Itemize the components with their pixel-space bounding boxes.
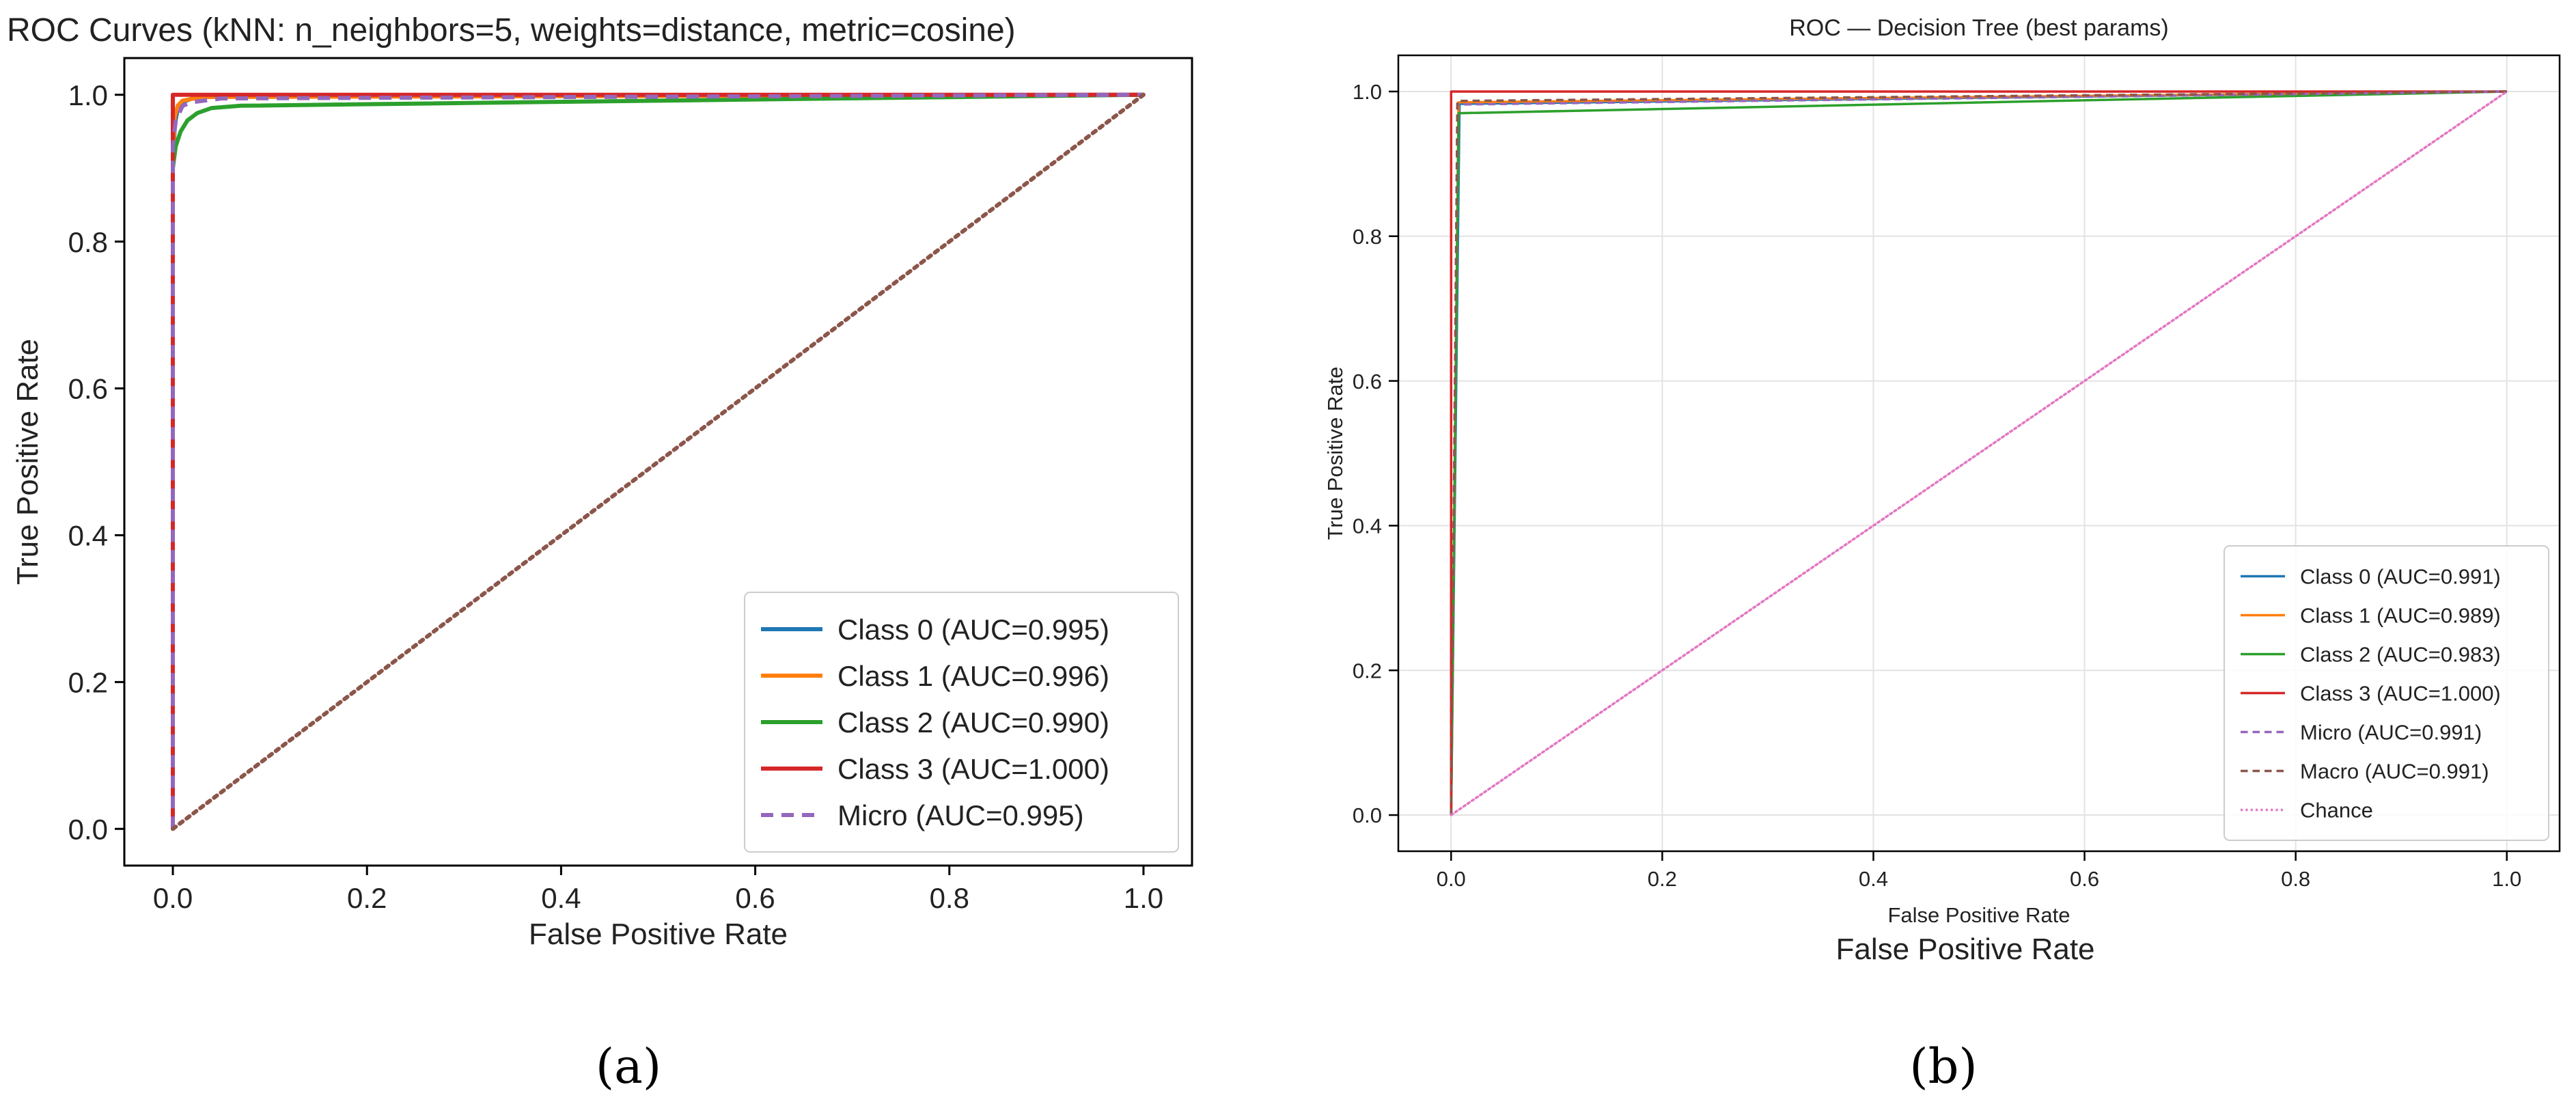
y-tick-label: 1.0	[1353, 80, 1382, 104]
x-tick-label: 1.0	[1124, 882, 1163, 914]
x-tick-label: 0.6	[735, 882, 775, 914]
x-axis-label: False Positive Rate	[1887, 903, 2070, 927]
y-axis-label: True Positive Rate	[11, 339, 44, 585]
chart-title: ROC Curves (kNN: n_neighbors=5, weights=…	[7, 12, 1016, 49]
series-line-4	[171, 92, 1144, 829]
legend-box	[2224, 545, 2549, 841]
x-tick-label: 0.6	[2070, 867, 2099, 891]
y-tick-label: 0.0	[68, 813, 108, 845]
y-tick-label: 0.6	[1353, 370, 1382, 394]
y-tick-label: 0.0	[1353, 803, 1382, 827]
legend-label-1: Class 1 (AUC=0.996)	[837, 660, 1109, 692]
legend-label-5: Macro (AUC=0.991)	[2300, 760, 2489, 784]
y-axis-label: True Positive Rate	[1323, 367, 1347, 540]
x-tick-label: 1.0	[2492, 867, 2521, 891]
x-tick-label: 0.8	[2281, 867, 2310, 891]
legend: Class 0 (AUC=0.995) Class 1 (AUC=0.996) Cl…	[744, 592, 1179, 853]
y-tick-label: 0.8	[68, 226, 108, 258]
y-tick-label: 0.6	[68, 373, 108, 405]
chart-title: ROC — Decision Tree (best params)	[1789, 15, 2169, 41]
y-tick-label: 0.2	[68, 666, 108, 698]
y-tick-label: 0.2	[1353, 659, 1382, 682]
legend-label-0: Class 0 (AUC=0.995)	[837, 613, 1109, 646]
x-tick-label: 0.2	[347, 882, 387, 914]
legend: Class 0 (AUC=0.991) Class 1 (AUC=0.989) Cl…	[2224, 545, 2549, 841]
caption-b: (b)	[1909, 1038, 1978, 1094]
legend-label-1: Class 1 (AUC=0.989)	[2300, 604, 2501, 628]
legend-label-4: Micro (AUC=0.995)	[837, 799, 1084, 831]
plot-frame	[123, 57, 1193, 867]
legend-label-0: Class 0 (AUC=0.991)	[2300, 565, 2501, 589]
x-tick-label: 0.4	[541, 882, 581, 914]
y-tick-label: 0.8	[1353, 225, 1382, 249]
legend-box	[744, 592, 1179, 853]
x-tick-label: 0.0	[153, 882, 193, 914]
x-tick-label: 0.2	[1648, 867, 1677, 891]
x-tick-label: 0.0	[1437, 867, 1466, 891]
legend-label-2: Class 2 (AUC=0.990)	[837, 706, 1109, 739]
x-tick-label: 0.8	[930, 882, 969, 914]
series-line-5	[171, 92, 1146, 831]
y-tick-label: 0.4	[68, 520, 108, 552]
legend-label-6: Chance	[2300, 799, 2373, 823]
legend-label-3: Class 3 (AUC=1.000)	[837, 753, 1109, 785]
chart-a: 0.0 0.0 0.2 0.2 0.4 0.4 0.6 0.6 0.8 0.8 1.0 1.0 ROC …	[7, 12, 1193, 951]
series-line-3	[1450, 90, 2507, 815]
caption-a: (a)	[595, 1038, 662, 1094]
plot-frame	[1397, 54, 2561, 853]
series-line-6	[1450, 90, 2508, 816]
legend-label-3: Class 3 (AUC=1.000)	[2300, 682, 2501, 706]
legend-label-4: Micro (AUC=0.991)	[2300, 721, 2482, 745]
series-line-5	[1450, 90, 2507, 816]
x-axis-label: False Positive Rate	[529, 917, 788, 951]
y-tick-label: 0.4	[1353, 514, 1382, 538]
legend-label-2: Class 2 (AUC=0.983)	[2300, 643, 2501, 667]
x-axis-label-outer: False Positive Rate	[1836, 933, 2094, 966]
x-tick-label: 0.4	[1859, 867, 1888, 891]
chart-b: 0.0 0.0 0.2 0.2 0.4 0.4 0.6 0.6 0.8 0.8 1.0 1.0 ROC …	[1323, 15, 2561, 966]
y-tick-label: 1.0	[68, 79, 108, 111]
